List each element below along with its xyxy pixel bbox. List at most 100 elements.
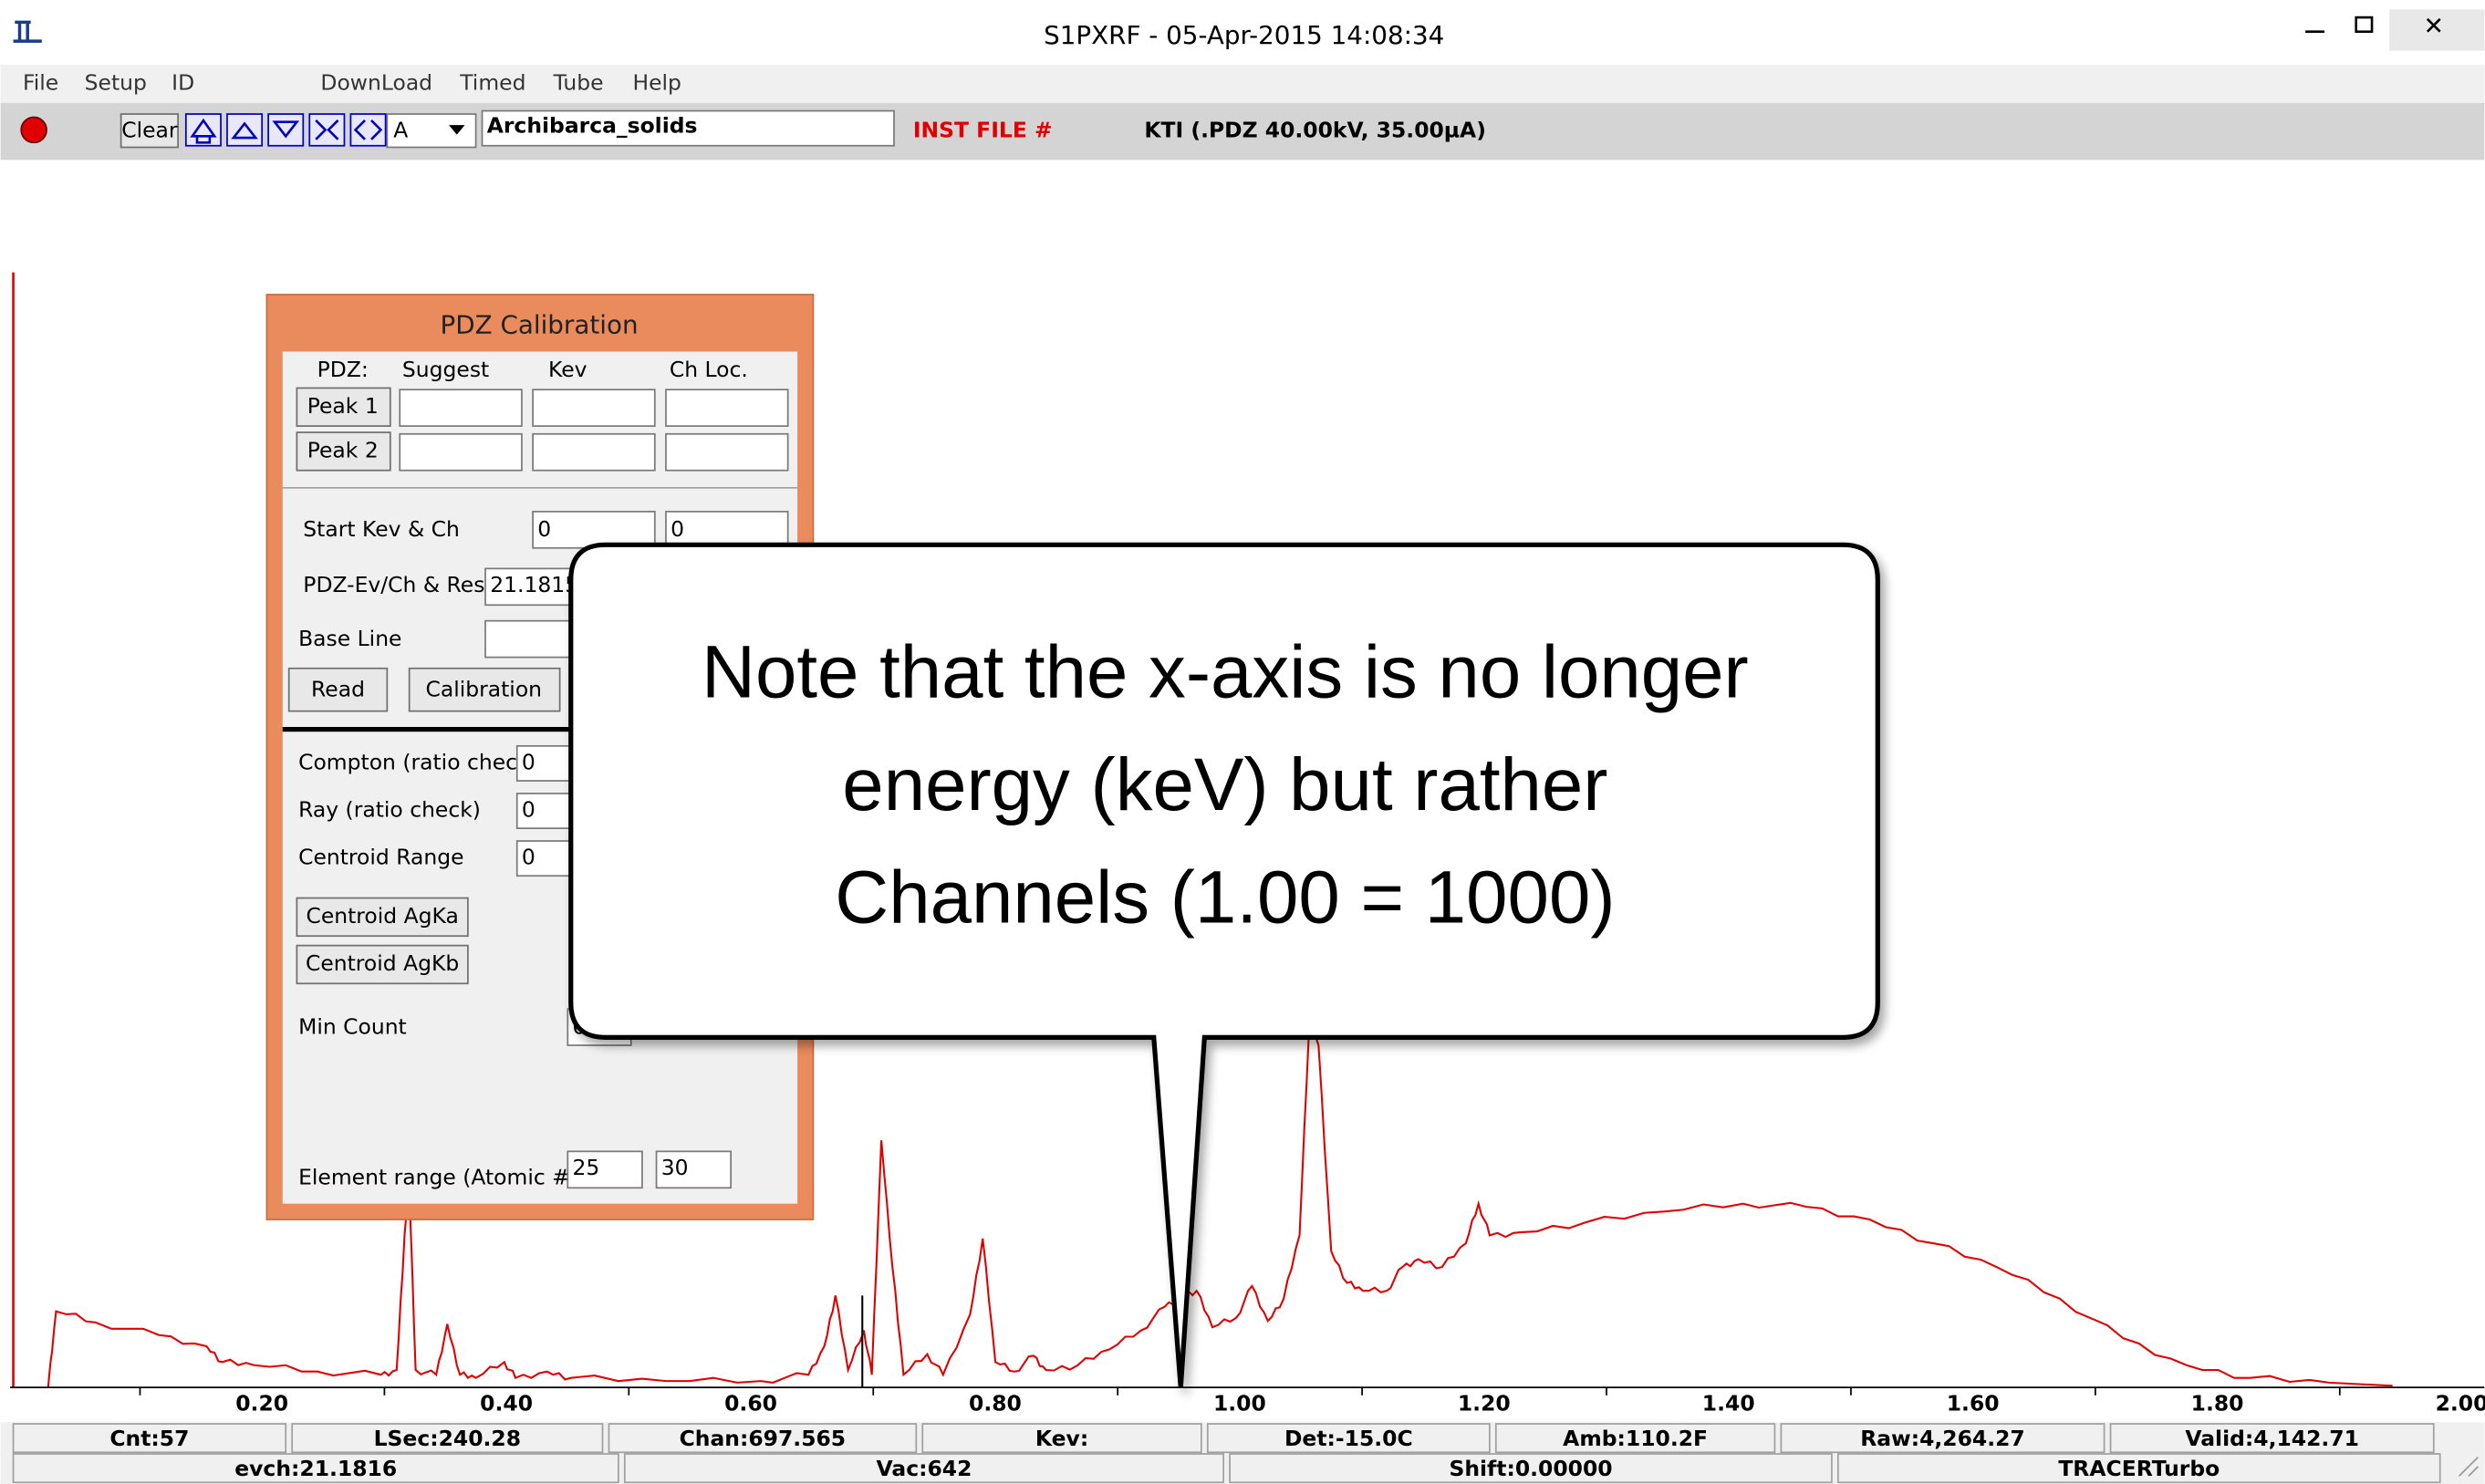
text-field[interactable] [484, 567, 582, 607]
dropdown-value: A [393, 118, 408, 143]
x-axis-label: 0.80 [969, 1391, 1022, 1417]
menu-item[interactable]: Help [632, 70, 681, 96]
text-field[interactable] [399, 432, 523, 472]
field-label: Base Line [298, 626, 401, 651]
peak-button-label: Peak 1 [307, 393, 379, 419]
nav-button[interactable] [267, 113, 305, 147]
status-cell [1229, 1453, 1833, 1484]
status-text: Shift:0.00000 [1449, 1456, 1612, 1481]
maximize-button[interactable] [2355, 16, 2374, 34]
x-axis-label: 0.40 [480, 1391, 533, 1417]
text-field[interactable] [532, 389, 656, 427]
text-field[interactable] [665, 389, 789, 427]
text-field[interactable] [399, 389, 523, 427]
text-field[interactable] [655, 1150, 733, 1189]
peak-button[interactable] [296, 431, 391, 472]
field-label: Min Count [298, 1013, 407, 1039]
status-text: Kev: [1035, 1426, 1088, 1451]
status-cell [1837, 1453, 2441, 1484]
centroid-button[interactable] [296, 944, 469, 985]
status-cell [1206, 1423, 1491, 1454]
x-axis-label: 1.60 [1947, 1391, 2000, 1417]
menu-item[interactable]: File [23, 70, 58, 96]
app-icon [13, 20, 42, 43]
text-field[interactable] [567, 1150, 643, 1189]
status-text: Amb:110.2F [1563, 1426, 1708, 1451]
field-value: 0 [537, 516, 551, 542]
field-label: Element range (Atomic #) [298, 1164, 578, 1189]
resize-grip [2458, 1456, 2480, 1477]
inst-file-label: INST FILE # [913, 118, 1053, 143]
window-title: S1PXRF - 05-Apr-2015 14:08:34 [1044, 20, 1444, 50]
callout-line: Note that the x-axis is no longer [702, 631, 1749, 714]
dropdown[interactable] [386, 113, 477, 149]
nav-button[interactable] [226, 113, 264, 147]
text-field[interactable] [532, 432, 656, 472]
title-bar [0, 0, 2485, 66]
nav-buttons [184, 113, 387, 147]
field-value: 0 [522, 845, 535, 870]
calibration-button[interactable] [408, 667, 561, 712]
centroid-button[interactable] [296, 897, 469, 938]
status-text: evch:21.1816 [234, 1456, 397, 1481]
clear-button[interactable] [120, 113, 180, 149]
callout-line: Channels (1.00 = 1000) [835, 856, 1615, 939]
x-axis-label: 2.00 [2436, 1391, 2485, 1417]
x-axis-label: 1.80 [2191, 1391, 2244, 1417]
callout-bubble [568, 542, 1880, 1388]
peak-button-label: Peak 2 [307, 437, 379, 462]
field-value: 0 [522, 797, 535, 823]
column-header: Suggest [402, 357, 489, 382]
field-label: PDZ-Ev/Ch & Res. [303, 572, 492, 597]
status-cell [921, 1423, 1202, 1454]
callout-line: energy (keV) but rather [842, 743, 1607, 826]
status-cell [2109, 1423, 2435, 1454]
x-axis-label: 1.20 [1458, 1391, 1511, 1417]
menu-bar [0, 65, 2485, 103]
field-label: Compton (ratio check) [298, 749, 538, 774]
clear-button-label: Clear [121, 118, 178, 143]
field-value: 0 [522, 749, 535, 774]
spectrum-line [47, 1029, 2393, 1388]
status-text: Cnt:57 [109, 1426, 189, 1451]
file-name-field[interactable] [481, 109, 895, 147]
status-cell [623, 1453, 1225, 1484]
centroid-button-label: Centroid AgKa [306, 903, 458, 929]
tube-info: KTI (.PDZ 40.00kV, 35.00µA) [1144, 118, 1486, 143]
text-field[interactable] [665, 432, 789, 472]
x-axis-label: 0.60 [724, 1391, 777, 1417]
status-cell [12, 1423, 287, 1454]
nav-button[interactable] [308, 113, 346, 147]
read-button-label: Read [311, 677, 365, 702]
record-indicator[interactable] [20, 116, 47, 144]
x-axis-label: 0.20 [235, 1391, 288, 1417]
read-button[interactable] [287, 667, 389, 712]
x-axis-label: 1.40 [1702, 1391, 1755, 1417]
menu: File Setup ID DownLoad Timed Tube Help [23, 70, 681, 96]
centroid-button-label: Centroid AgKb [306, 950, 459, 976]
status-cell [608, 1423, 918, 1454]
text-field[interactable] [665, 510, 789, 549]
status-text: LSec:240.28 [374, 1426, 521, 1451]
menu-item[interactable]: Setup [85, 70, 147, 96]
text-field[interactable] [484, 619, 582, 659]
field-label: Ray (ratio check) [298, 797, 481, 823]
peak-button[interactable] [296, 387, 391, 427]
menu-item[interactable]: Timed [459, 70, 525, 96]
close-icon [2426, 17, 2441, 33]
calibration-button-label: Calibration [426, 677, 543, 702]
pdz-calibration-dialog: PDZ Calibration PDZ: Suggest Kev Ch Loc.… [265, 294, 815, 1220]
status-cell [291, 1423, 604, 1454]
menu-item[interactable]: ID [172, 70, 194, 96]
status-text: Valid:4,142.71 [2185, 1426, 2359, 1451]
status-fields: Cnt:57 LSec:240.28 Chan:697.565 Kev: Det:-15… [12, 1423, 2441, 1484]
menu-item[interactable]: Tube [553, 70, 604, 96]
column-header: PDZ: [317, 357, 369, 382]
status-text: Det:-15.0C [1284, 1426, 1413, 1451]
dialog-title: PDZ Calibration [441, 310, 639, 340]
menu-item[interactable]: DownLoad [320, 70, 432, 96]
field-value: 25 [573, 1155, 600, 1180]
status-text: Vac:642 [877, 1456, 972, 1481]
